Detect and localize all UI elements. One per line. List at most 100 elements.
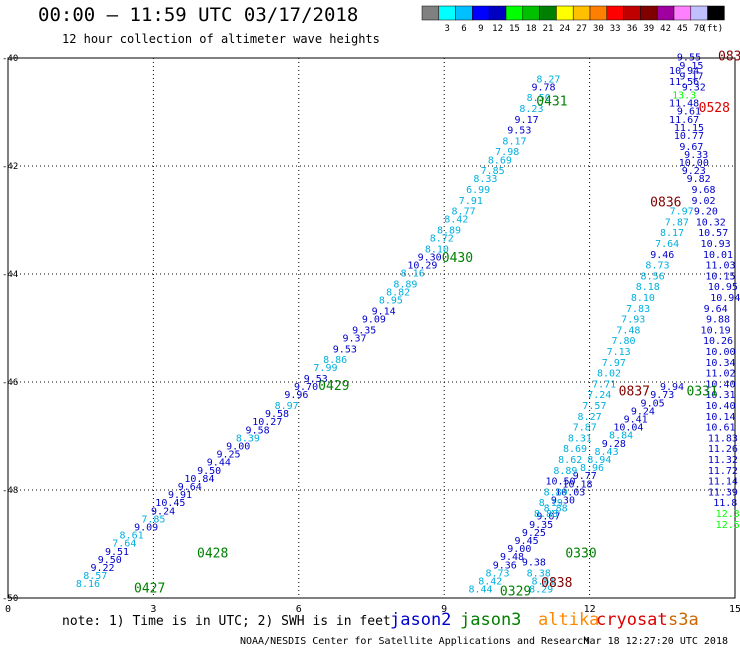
satellite-legend-jason3: jason3 — [460, 610, 521, 630]
data-point: 9.64 — [704, 304, 728, 315]
colorbar-label: 45 — [677, 24, 688, 34]
colorbar-label: 27 — [576, 24, 587, 34]
data-point: 8.86 — [323, 355, 347, 366]
colorbar-swatch — [589, 5, 608, 21]
data-point: 8.16 — [76, 579, 100, 590]
data-point: 7.57 — [582, 401, 606, 412]
colorbar-label: 33 — [610, 24, 621, 34]
data-point: 11.14 — [708, 477, 738, 488]
time-label: 0837 — [619, 385, 650, 400]
data-point: 8.57 — [83, 571, 107, 582]
time-label: 083 — [718, 50, 740, 65]
data-point: 10.14 — [705, 412, 735, 423]
data-point: 10.84 — [184, 474, 214, 485]
data-point: 7.87 — [573, 423, 597, 434]
data-point: 7.64 — [655, 239, 679, 250]
time-label: 0429 — [318, 379, 349, 394]
data-point: 9.96 — [284, 390, 308, 401]
data-point: 10.00 — [679, 158, 709, 169]
colorbar-swatch — [640, 5, 658, 21]
data-point: 9.41 — [624, 415, 648, 426]
data-point: 7.85 — [141, 514, 165, 525]
data-point: 8.62 — [558, 455, 582, 466]
data-point: 8.17 — [502, 136, 526, 147]
y-tick-label: -42 — [2, 162, 18, 172]
plot-frame — [7, 57, 736, 599]
data-point: 8.61 — [120, 531, 144, 542]
data-point: 9.50 — [197, 466, 221, 477]
data-point: 6.99 — [466, 185, 490, 196]
data-point: 8.89 — [393, 280, 417, 291]
data-point: 8.88 — [544, 504, 568, 515]
colorbar-swatch — [656, 5, 675, 21]
colorbar-swatch — [421, 5, 440, 21]
data-point: 9.70 — [294, 382, 318, 393]
data-point: 10.29 — [407, 261, 437, 272]
data-point: 7.98 — [495, 147, 519, 158]
data-point: 9.68 — [691, 185, 715, 196]
data-point: 8.72 — [430, 234, 454, 245]
data-point: 9.02 — [691, 196, 715, 207]
data-point: 10.95 — [708, 282, 738, 293]
x-tick-label: 9 — [441, 604, 447, 615]
data-point: 9.44 — [207, 458, 231, 469]
data-point: 9.53 — [304, 374, 328, 385]
data-point: 9.25 — [216, 450, 240, 461]
data-point: 9.09 — [134, 523, 158, 534]
x-tick-label: 15 — [729, 604, 740, 615]
data-point: 8.56 — [641, 271, 665, 282]
data-point: 10.04 — [613, 423, 643, 434]
y-tick-label: -40 — [2, 54, 18, 64]
data-point: 11.02 — [705, 369, 735, 380]
colorbar-label: 30 — [593, 24, 604, 34]
data-point: 11.03 — [705, 261, 735, 272]
satellite-legend-altika: altika — [538, 610, 599, 630]
data-point: 9.30 — [551, 496, 575, 507]
data-point: 9.32 — [682, 82, 706, 93]
data-point: 9.09 — [362, 315, 386, 326]
data-point: 8.89 — [544, 487, 568, 498]
data-point: 9.22 — [90, 563, 114, 574]
data-point: 10.01 — [703, 250, 733, 261]
data-point: 7.91 — [459, 196, 483, 207]
data-point: 9.28 — [602, 439, 626, 450]
y-tick-label: -46 — [2, 378, 18, 388]
colorbar-label: 39 — [643, 24, 654, 34]
data-point: 8.84 — [609, 431, 633, 442]
data-point: 10.61 — [705, 423, 735, 434]
colorbar-swatch — [505, 5, 524, 21]
data-point: 11.26 — [708, 444, 738, 455]
data-point: 9.00 — [507, 544, 531, 555]
data-point: 8.19 — [539, 498, 563, 509]
data-point: 8.95 — [379, 296, 403, 307]
data-point: 9.88 — [706, 315, 730, 326]
time-label: 0431 — [536, 95, 567, 110]
data-point: 10.93 — [701, 239, 731, 250]
data-point: 9.35 — [352, 325, 376, 336]
data-point: 10.31 — [705, 390, 735, 401]
data-point: 8.50 — [527, 93, 551, 104]
data-point: 9.38 — [522, 558, 546, 569]
data-point: 8.96 — [580, 463, 604, 474]
colorbar-swatch — [438, 5, 456, 21]
time-label: 0331 — [687, 385, 718, 400]
colorbar-swatch — [673, 5, 692, 21]
data-point: 8.44 — [469, 585, 493, 596]
time-label: 0428 — [197, 547, 228, 562]
x-tick-label: 3 — [150, 604, 156, 615]
data-point: 8.82 — [386, 288, 410, 299]
data-point: 11.67 — [669, 115, 699, 126]
x-tick-label: 0 — [5, 604, 11, 615]
data-point: 8.27 — [536, 74, 560, 85]
data-point: 7.24 — [587, 390, 611, 401]
data-point: 9.82 — [687, 174, 711, 185]
footer-credit: NOAA/NESDIS Center for Satellite Applica… — [240, 636, 589, 647]
data-point: 8.16 — [401, 269, 425, 280]
data-point: 9.78 — [532, 82, 556, 93]
data-point: 10.40 — [705, 379, 735, 390]
data-point: 9.53 — [333, 344, 357, 355]
colorbar-swatch — [455, 5, 473, 21]
x-tick-label: 6 — [296, 604, 302, 615]
colorbar-label: 42 — [660, 24, 671, 34]
data-point: 8.29 — [529, 585, 553, 596]
